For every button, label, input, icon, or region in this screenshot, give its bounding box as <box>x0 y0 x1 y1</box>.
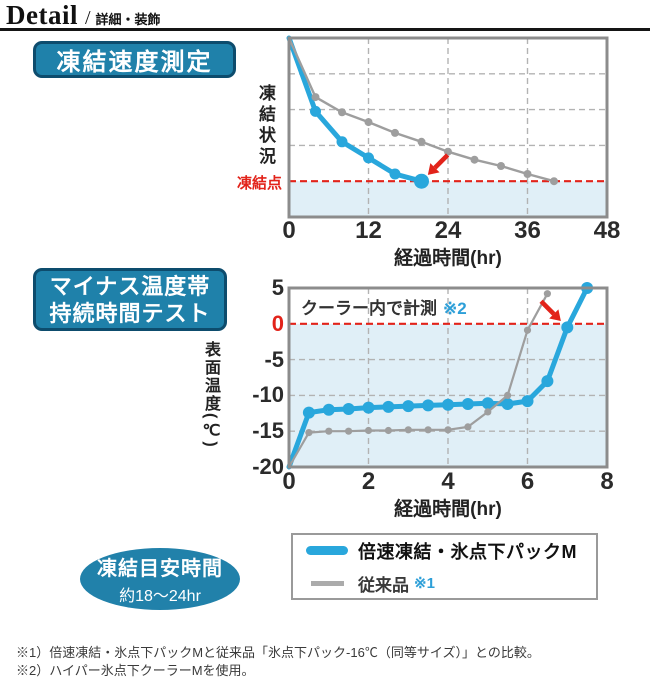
legend-product-label: 倍速凍結・氷点下パックM <box>358 541 577 562</box>
duration-badge-line1: マイナス温度帯 <box>49 273 211 299</box>
chart2-x-ticks: 0 2 4 6 8 <box>0 468 650 496</box>
y-tick-label: 5 <box>271 275 284 300</box>
chart-legend: 倍速凍結・氷点下パックM 従来品 ※1 <box>291 533 598 600</box>
freeze-speed-badge-label: 凍結速度測定 <box>56 49 213 76</box>
chart2-annotation: クーラー内で計測 ※2 <box>301 294 467 319</box>
legend-item-product: 倍速凍結・氷点下パックM <box>306 538 596 564</box>
chart1-x-axis-label: 経過時間(hr) <box>394 248 502 269</box>
red-arrow-icon <box>433 153 450 170</box>
x-tick-label: 8 <box>600 468 614 495</box>
chart2-y-ticks: 5 0 -5 -10 -15 -20 <box>220 275 284 479</box>
temperature-duration-chart-plot <box>286 282 609 470</box>
x-tick-label: 12 <box>355 217 382 244</box>
legend-conventional-ref: ※1 <box>414 575 435 592</box>
page-title: Detail <box>6 0 78 30</box>
freezing-point-label: 凍結点 <box>237 175 283 192</box>
blue-line-swatch-icon <box>306 546 348 555</box>
temperature-duration-chart <box>286 282 609 470</box>
title-separator: / <box>84 7 91 29</box>
y-tick-label: -20 <box>252 454 284 479</box>
x-tick-label: 6 <box>520 468 535 495</box>
page-header: Detail / 詳細・装飾 <box>0 0 650 31</box>
chart1-y-axis-label: 凍結状況 <box>256 84 275 168</box>
x-tick-label: 0 <box>282 217 296 244</box>
y-tick-label: -5 <box>264 346 284 372</box>
footnotes: ※1）倍速凍結・氷点下パックMと従来品「氷点下パック-16℃（同等サイズ）」との… <box>16 644 540 680</box>
red-arrow-icon <box>549 309 561 322</box>
chart2-x-axis-label: 経過時間(hr) <box>394 499 502 520</box>
freeze-speed-badge: 凍結速度測定 <box>33 41 236 78</box>
freeze-time-badge: 凍結目安時間 約18〜24hr <box>80 548 240 610</box>
x-tick-label: 4 <box>441 468 455 495</box>
x-tick-label: 36 <box>514 217 541 244</box>
legend-conventional-label: 従来品 <box>358 575 409 595</box>
freeze-time-badge-value: 約18〜24hr <box>119 588 201 605</box>
chart2-annotation-text: クーラー内で計測 <box>301 299 437 318</box>
y-tick-label: 0 <box>271 310 284 336</box>
duration-test-badge: マイナス温度帯 持続時間テスト <box>33 268 227 331</box>
x-tick-label: 2 <box>361 468 376 495</box>
red-arrow-icon <box>427 163 440 175</box>
freeze-speed-chart-plot <box>286 35 609 219</box>
chart1-x-ticks: 0 12 24 36 48 <box>0 217 650 245</box>
y-tick-label: -15 <box>252 418 284 444</box>
chart2-annotation-ref: ※2 <box>443 299 467 318</box>
freeze-speed-chart <box>286 35 609 219</box>
duration-badge-line2: 持続時間テスト <box>49 300 211 326</box>
footnote-2: ※2）ハイパー氷点下クーラーMを使用。 <box>16 663 255 678</box>
x-tick-label: 0 <box>282 468 296 495</box>
chart2-y-axis-label: 表面温度(℃) <box>202 341 219 449</box>
gray-line-swatch-icon <box>311 580 344 586</box>
red-arrow-icon <box>539 299 556 316</box>
page-subtitle: 詳細・装飾 <box>95 12 161 27</box>
y-tick-label: -10 <box>252 382 284 408</box>
footnote-1: ※1）倍速凍結・氷点下パックMと従来品「氷点下パック-16℃（同等サイズ）」との… <box>16 645 540 660</box>
legend-item-conventional: 従来品 ※1 <box>306 571 596 596</box>
x-tick-label: 24 <box>434 217 462 244</box>
x-tick-label: 48 <box>593 217 621 244</box>
freeze-time-badge-title: 凍結目安時間 <box>97 558 223 580</box>
